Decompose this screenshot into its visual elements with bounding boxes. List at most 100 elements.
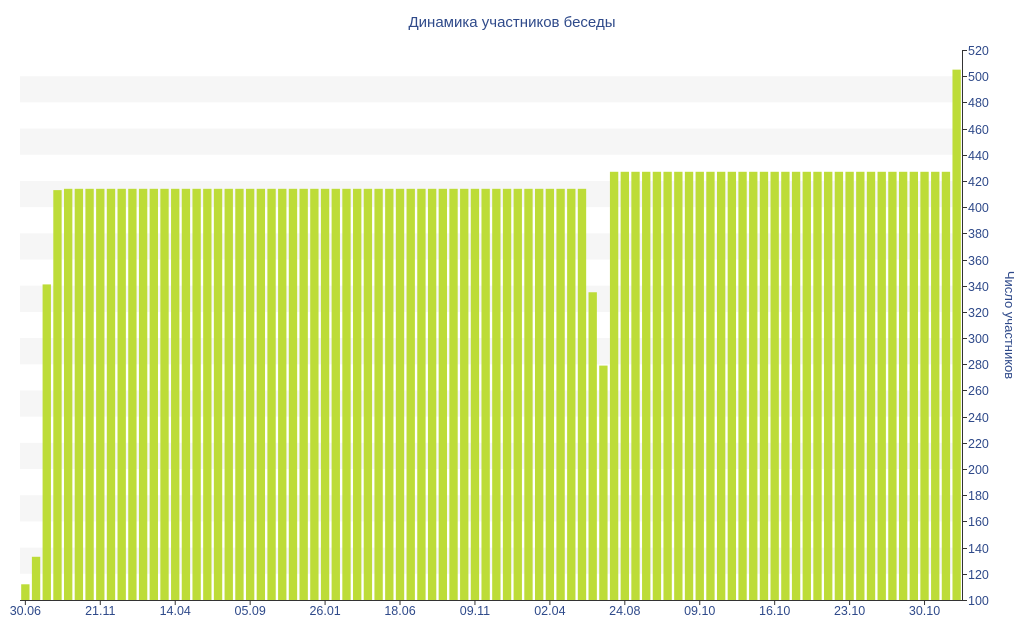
y-tick-label: 500 [968,70,989,84]
bar [481,188,490,601]
bar [288,188,298,601]
bar [877,171,886,601]
bar [106,188,116,601]
y-tick-label: 220 [968,437,989,451]
y-tick-label: 360 [968,254,989,268]
bar [492,188,501,601]
bar [256,188,266,601]
bar [203,188,212,601]
bar [952,69,961,600]
y-tick-label: 100 [968,594,989,608]
bar [235,188,244,601]
bar [320,188,330,601]
bar [374,188,383,601]
bar [331,188,340,601]
bar [620,171,629,601]
bar [888,171,897,601]
bar [53,190,62,600]
bar [470,188,480,601]
x-tick-label: 24.08 [609,604,640,618]
bar [363,188,373,601]
y-tick-label: 160 [968,515,989,529]
bar [524,188,533,601]
bar [171,188,180,601]
y-tick-label: 200 [968,463,989,477]
x-tick-label: 21.11 [85,604,115,618]
bar [545,188,555,601]
x-tick-label: 26.01 [309,604,340,618]
bar [652,171,662,601]
bar [160,188,169,601]
bar [791,171,801,601]
bar [502,188,512,601]
bar [749,171,758,601]
x-tick-label: 30.06 [10,604,41,618]
bar [449,188,458,601]
bar [609,171,619,601]
y-tick-label: 260 [968,384,989,398]
y-tick-label: 180 [968,489,989,503]
chart-title: Динамика участников беседы [408,14,616,31]
y-tick-label: 480 [968,96,989,110]
bar [417,188,426,601]
bar [385,188,394,601]
bar [706,171,715,601]
y-tick-label: 340 [968,280,989,294]
y-tick-label: 280 [968,358,989,372]
y-tick-label: 520 [968,44,989,58]
bar [577,188,587,601]
bar [716,171,726,601]
bar [438,188,448,601]
bar [427,188,437,601]
bar [813,171,822,601]
bar [695,171,704,601]
y-tick-label: 300 [968,332,989,346]
bar [642,171,651,601]
y-tick-label: 140 [968,542,989,556]
bar [941,171,951,601]
bar [834,171,844,601]
bar [31,556,41,600]
bar [770,171,779,601]
bar [534,188,544,601]
bar [192,188,201,601]
bar [856,171,865,601]
bar [824,171,833,601]
bar [460,188,469,601]
x-tick-label: 09.11 [460,604,490,618]
bar [802,171,811,601]
bar [63,188,73,601]
bar [909,171,919,601]
bar [310,188,319,601]
bar [759,171,769,601]
bar [342,188,351,601]
bar [245,188,255,601]
bar [567,188,576,601]
x-tick-label: 18.06 [384,604,415,618]
bar [299,188,308,601]
x-tick-label: 14.04 [160,604,191,618]
x-tick-label: 16.10 [759,604,790,618]
y-tick-label: 120 [968,568,989,582]
bar [674,171,683,601]
bar [353,188,362,601]
bar [21,584,30,600]
y-tick-label: 400 [968,201,989,215]
bar [845,171,854,601]
x-tick-label: 23.10 [834,604,865,618]
x-tick-label: 05.09 [235,604,266,618]
bar [85,188,94,601]
bar [213,188,223,601]
x-tick-label: 02.04 [534,604,565,618]
x-tick-label: 09.10 [684,604,715,618]
bar [278,188,287,601]
grid-band [20,76,962,103]
bar [42,284,51,600]
bar [138,188,148,601]
bar [920,171,929,601]
bar [781,171,790,601]
bar [406,188,415,601]
y-tick-label: 420 [968,175,989,189]
